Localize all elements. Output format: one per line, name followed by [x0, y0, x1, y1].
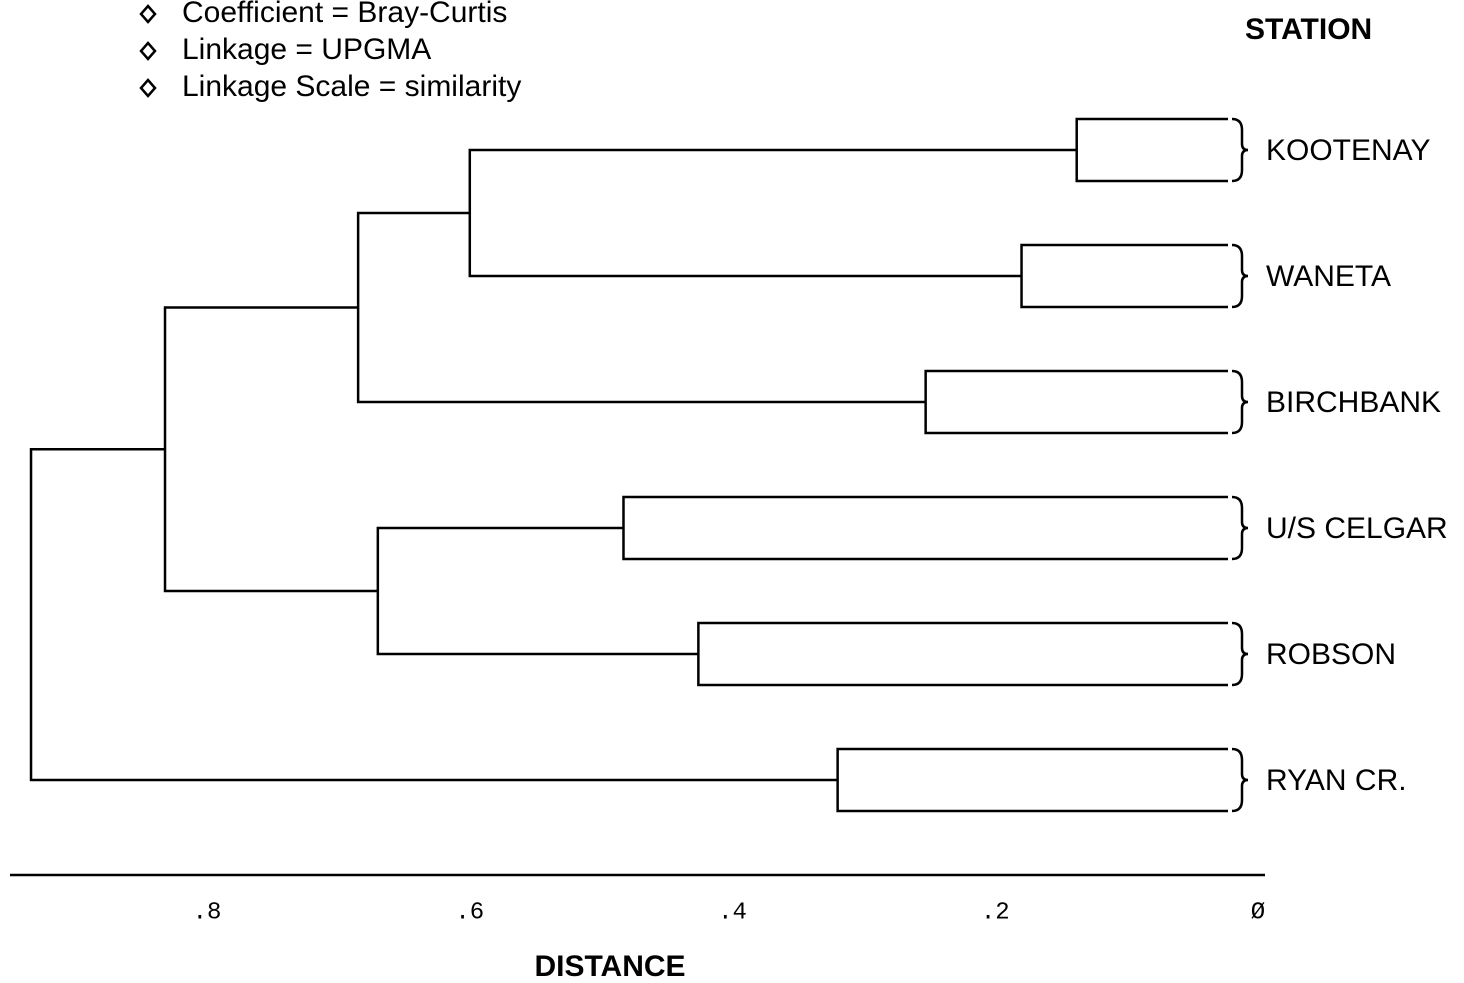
leaf-box — [697, 621, 1228, 687]
merge-link — [163, 306, 378, 593]
x-axis-label: DISTANCE — [534, 950, 685, 983]
bullet — [139, 78, 157, 98]
leaf-label: BIRCHBANK — [1266, 386, 1441, 419]
bracket — [1231, 369, 1249, 435]
note: Linkage Scale = similarity — [182, 70, 521, 103]
bracket — [1231, 117, 1249, 183]
leaf-box — [836, 747, 1228, 813]
bracket — [1231, 747, 1249, 813]
leaf-box — [622, 495, 1228, 561]
x-tick-label: .6 — [455, 899, 484, 926]
x-tick-label: Ø — [1251, 899, 1265, 926]
bullet — [139, 41, 157, 61]
leaf-label: KOOTENAY — [1266, 134, 1430, 167]
x-tick-label: .2 — [981, 899, 1010, 926]
bracket — [1231, 621, 1249, 687]
leaf-label: U/S CELGAR — [1266, 512, 1448, 545]
x-tick-label: .8 — [193, 899, 222, 926]
x-tick-label: .4 — [718, 899, 747, 926]
leaf-title: STATION — [1245, 13, 1372, 46]
merge-link — [468, 148, 1077, 278]
bracket — [1231, 495, 1249, 561]
leaf-box — [1075, 117, 1228, 183]
merge-link — [376, 526, 699, 656]
leaf-box — [924, 369, 1228, 435]
leaf-label: ROBSON — [1266, 638, 1396, 671]
merge-link — [29, 448, 838, 782]
leaf-label: WANETA — [1266, 260, 1391, 293]
bullet — [139, 4, 157, 24]
leaf-box — [1020, 243, 1228, 309]
note: Coefficient = Bray-Curtis — [182, 0, 507, 29]
merge-link — [356, 211, 926, 404]
leaf-label: RYAN CR. — [1266, 764, 1407, 797]
note: Linkage = UPGMA — [182, 33, 431, 66]
bracket — [1231, 243, 1249, 309]
